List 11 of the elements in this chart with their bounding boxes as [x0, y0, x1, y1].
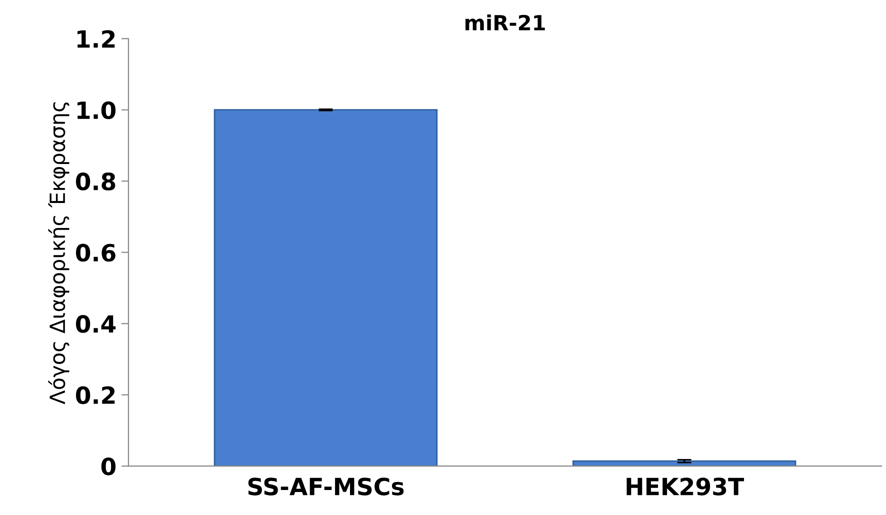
- x-tick-label: HEK293T: [626, 478, 744, 496]
- y-tick-label: 0.6: [76, 244, 116, 262]
- y-tick-label: 1.0: [78, 101, 116, 120]
- x-tick-label: SS-AF-MSCs: [248, 478, 404, 496]
- y-tick-label: 0.8: [76, 172, 116, 190]
- y-tick-label: 0.2: [76, 386, 115, 404]
- y-tick-label: 0.4: [76, 315, 116, 333]
- y-tick-label: 0: [101, 458, 116, 476]
- y-tick-label: 1.2: [78, 30, 115, 48]
- y-axis-title: Λόγος Διαφορικής Έκφρασης: [48, 102, 70, 404]
- chart-title: miR-21: [465, 14, 545, 30]
